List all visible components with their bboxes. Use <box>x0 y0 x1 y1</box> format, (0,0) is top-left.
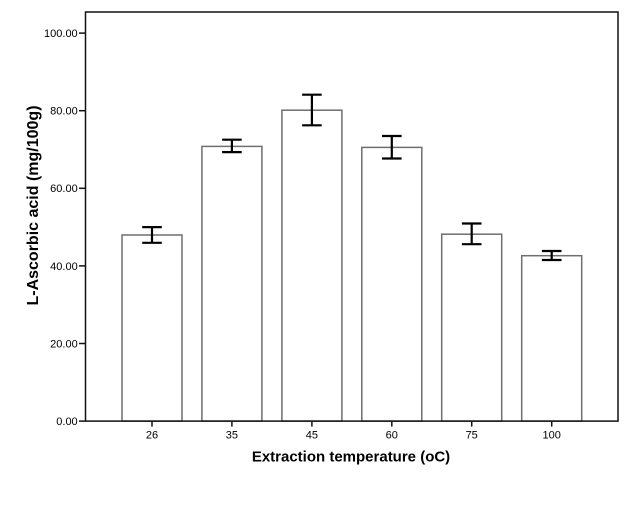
svg-text:26: 26 <box>146 430 158 442</box>
svg-text:75: 75 <box>466 430 478 442</box>
svg-text:0.00: 0.00 <box>56 416 77 428</box>
svg-text:35: 35 <box>226 430 238 442</box>
svg-text:100: 100 <box>543 430 561 442</box>
svg-text:20.00: 20.00 <box>50 338 78 350</box>
svg-text:80.00: 80.00 <box>50 106 78 118</box>
svg-text:100.00: 100.00 <box>44 28 78 40</box>
svg-text:60.00: 60.00 <box>50 183 78 195</box>
svg-text:60: 60 <box>386 430 398 442</box>
svg-text:40.00: 40.00 <box>50 261 78 273</box>
svg-text:45: 45 <box>306 430 318 442</box>
svg-text:Extraction temperature (oC): Extraction temperature (oC) <box>252 449 450 466</box>
svg-text:L-Ascorbic acid (mg/100g): L-Ascorbic acid (mg/100g) <box>25 105 42 305</box>
